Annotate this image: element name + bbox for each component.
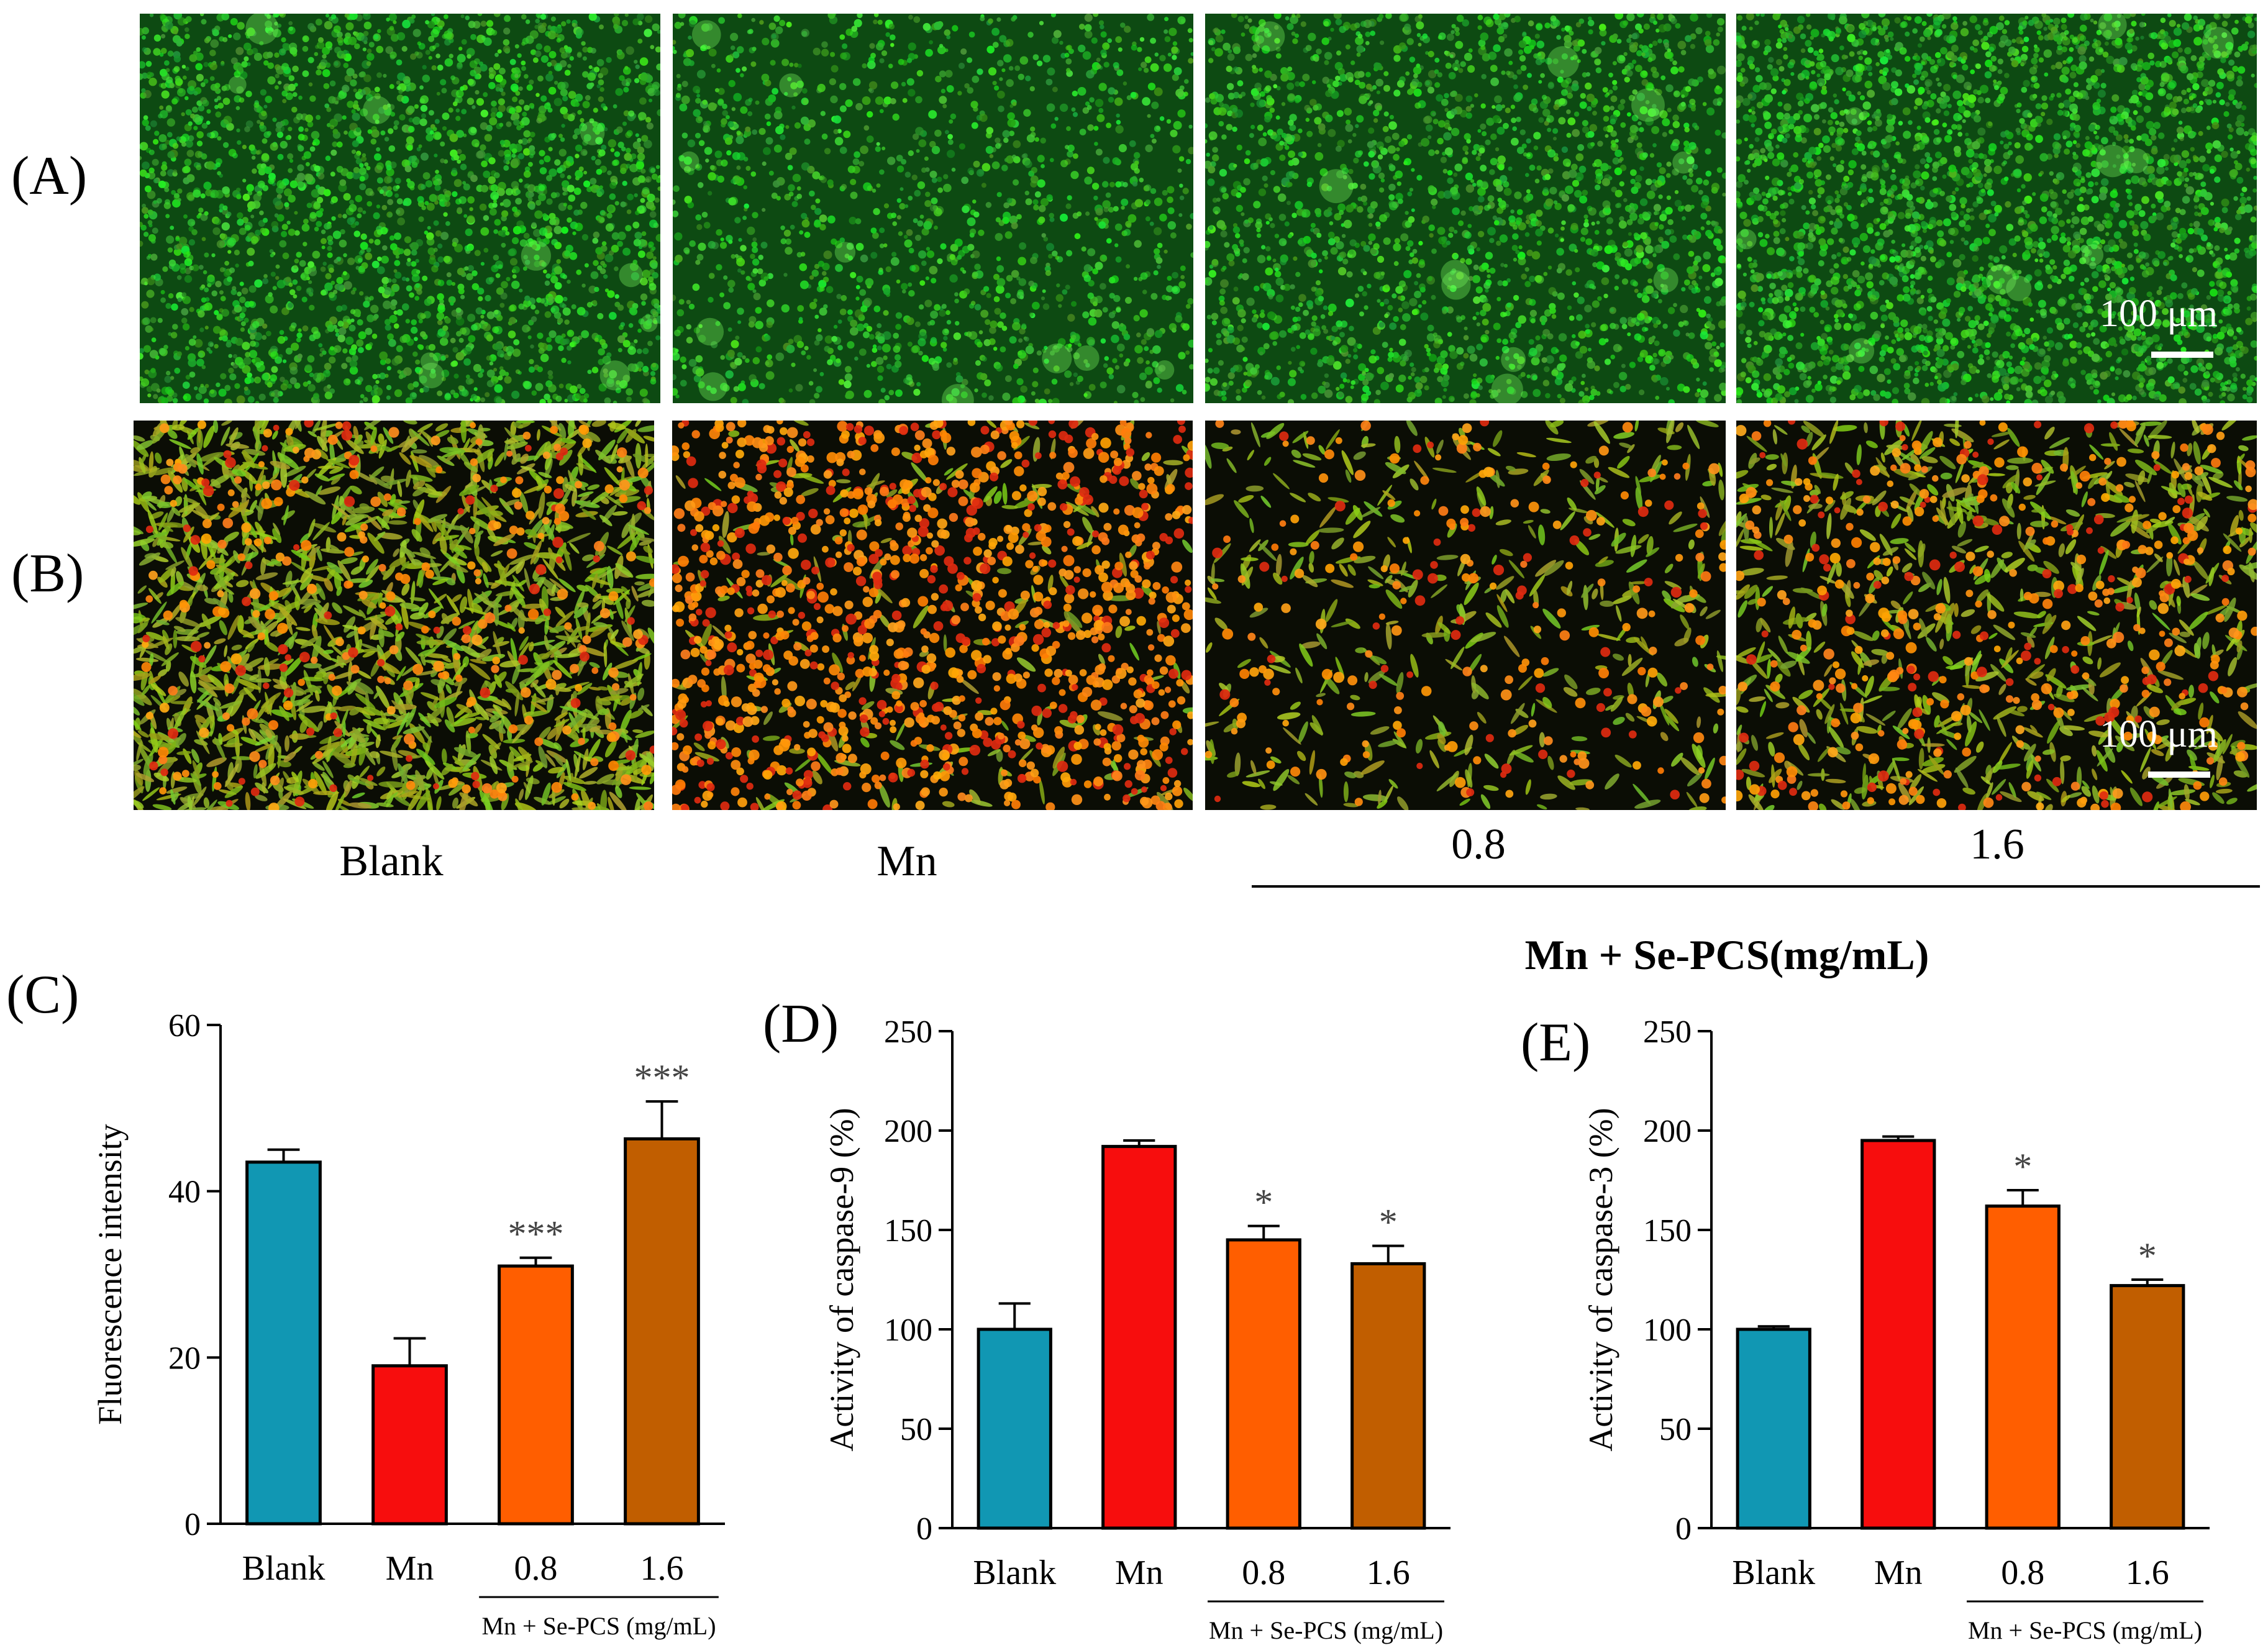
category-label: Blank (973, 1554, 1056, 1592)
micrograph-b-mn (672, 421, 1193, 810)
category-label: Mn (1874, 1554, 1923, 1592)
micrograph-a-mn (673, 14, 1193, 403)
y-tick-label-D: 0 (916, 1511, 932, 1547)
condition-label-high: 1.6 (1970, 821, 2024, 868)
panel-label-c: (C) (6, 965, 80, 1025)
significance-label: *** (634, 1057, 690, 1098)
panel-label-b: (B) (11, 544, 84, 604)
y-tick-label-C: 40 (168, 1175, 201, 1210)
bar-D-1 (1101, 1145, 1177, 1530)
bar-D-2 (1226, 1238, 1301, 1530)
group-bracket-label: Mn + Se-PCS (mg/mL) (1209, 1616, 1443, 1644)
bar-E-0 (1736, 1327, 1811, 1530)
condition-label-mn: Mn (877, 837, 937, 885)
panel-label-e: (E) (1521, 1013, 1591, 1073)
chart-c: 0 20 40 60 Fluorescence intensity Blank Mn *** 0… (91, 1008, 725, 1640)
significance-label: *** (508, 1214, 564, 1255)
bar-C-0 (245, 1160, 322, 1526)
condition-label-low: 0.8 (1451, 821, 1506, 868)
significance-label: * (1379, 1202, 1398, 1243)
panel-label-d: (D) (763, 994, 839, 1054)
y-axis-label-C: Fluorescence intensity (91, 1124, 129, 1424)
micrograph-a-low (1205, 14, 1726, 403)
y-tick-label-D: 150 (884, 1213, 932, 1249)
y-tick-label-D: 250 (884, 1014, 932, 1050)
y-tick-label-E: 150 (1643, 1213, 1692, 1249)
scale-bar-a (2151, 352, 2213, 358)
micrograph-a-blank (140, 14, 660, 403)
y-tick-label-D: 200 (884, 1114, 932, 1149)
scale-bar-label-b: 100 μm (2100, 713, 2218, 755)
group-bracket-label: Mn + Se-PCS (mg/mL) (481, 1612, 716, 1640)
y-tick-label-E: 200 (1643, 1114, 1692, 1149)
y-tick-label-E: 0 (1675, 1511, 1692, 1547)
bar-D-0 (977, 1327, 1052, 1530)
category-label: Mn (1115, 1554, 1164, 1592)
y-tick-label-E: 50 (1659, 1412, 1692, 1447)
condition-label-blank: Blank (339, 837, 444, 885)
bar-E-1 (1860, 1139, 1936, 1530)
chart-e: 0 50 100 150 200 250 Activity of caspase-3 (%)… (1582, 1014, 2210, 1644)
bar-C-3 (624, 1137, 700, 1526)
y-tick-label-D: 50 (900, 1412, 932, 1447)
category-label: Mn (386, 1549, 434, 1588)
y-axis-label-E: Activity of caspase-3 (%) (1582, 1108, 1619, 1451)
category-label: 1.6 (1367, 1554, 1410, 1592)
bar-D-3 (1350, 1262, 1426, 1530)
scale-bar-label-a: 100 μm (2100, 293, 2218, 335)
y-tick-label-C: 60 (168, 1008, 201, 1044)
group-underline (1252, 885, 2260, 888)
micrograph-b-low (1205, 421, 1726, 810)
panel-label-a: (A) (11, 146, 88, 206)
category-label: 1.6 (640, 1549, 684, 1588)
y-tick-label-C: 0 (184, 1507, 201, 1542)
category-label: 0.8 (514, 1549, 558, 1588)
y-tick-label-E: 100 (1643, 1313, 1692, 1348)
category-label: 0.8 (2001, 1554, 2044, 1592)
category-label: Blank (1732, 1554, 1815, 1592)
significance-label: * (2138, 1236, 2157, 1277)
micrograph-a-high: 100 μm (1736, 14, 2257, 403)
category-label: Blank (242, 1549, 326, 1588)
chart-d: 0 50 100 150 200 250 Activity of caspase-9 (%)… (823, 1014, 1451, 1644)
y-tick-label-E: 250 (1643, 1014, 1692, 1050)
group-bracket-label: Mn + Se-PCS (mg/mL) (1968, 1616, 2202, 1644)
category-label: 1.6 (2126, 1554, 2169, 1592)
group-label: Mn + Se-PCS(mg/mL) (1524, 931, 1929, 978)
bar-E-3 (2110, 1284, 2185, 1530)
micrograph-b-high: 100 μm (1736, 421, 2257, 810)
bar-C-1 (371, 1364, 448, 1526)
y-axis-label-D: Activity of caspase-9 (%) (823, 1108, 860, 1451)
y-tick-label-D: 100 (884, 1313, 932, 1348)
micrograph-b-blank (134, 421, 654, 810)
y-tick-label-C: 20 (168, 1341, 201, 1376)
category-label: 0.8 (1242, 1554, 1285, 1592)
bar-C-2 (498, 1264, 574, 1526)
significance-label: * (1254, 1182, 1273, 1223)
significance-label: * (2013, 1146, 2032, 1187)
scale-bar-b (2148, 772, 2210, 778)
bar-E-2 (1985, 1204, 2061, 1530)
